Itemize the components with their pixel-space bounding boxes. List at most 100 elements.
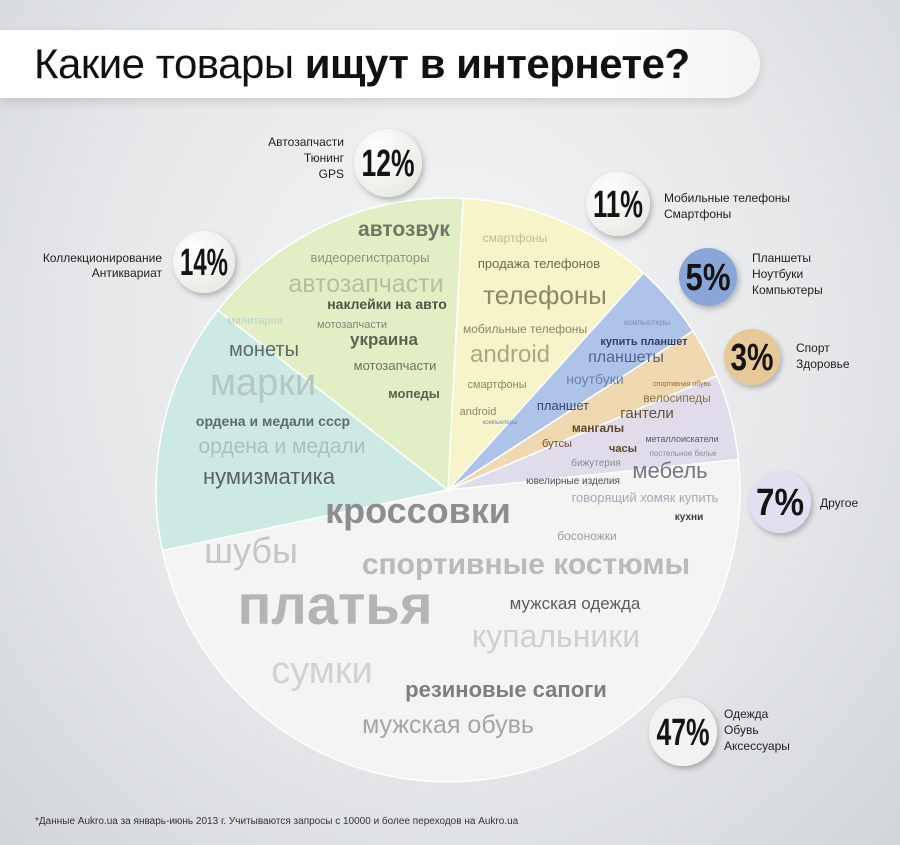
keyword-clothing: спортивные костюмы [362, 548, 690, 581]
keyword-other: постельное белье [650, 449, 717, 458]
title-banner [0, 30, 760, 98]
keyword-collectibles: ордена и медали ссср [196, 413, 350, 429]
keyword-sport: гантели [620, 405, 673, 422]
callout-label: Автозапчасти [268, 135, 344, 149]
callout-bubble [649, 698, 717, 766]
keyword-clothing: шубы [204, 530, 298, 571]
keyword-clothing: купальники [472, 618, 640, 654]
keyword-auto: автозвук [358, 218, 450, 241]
keyword-other: металлоискатели [645, 434, 718, 444]
keyword-collectibles: марки [210, 362, 316, 404]
pie-slice-phones [447, 197, 645, 493]
keyword-phones: android [460, 406, 497, 418]
callout-label: Тюнинг [304, 151, 345, 165]
keyword-tablets: купить планшет [600, 336, 688, 348]
keyword-clothing: мужская одежда [510, 594, 641, 613]
callout-bubble [586, 172, 650, 236]
callout-bubble [354, 129, 422, 197]
pie-slices [155, 197, 741, 783]
keyword-sport: спортивная обувь [653, 380, 711, 388]
keyword-phones: телефоны [483, 280, 607, 310]
callout-phones: 11% Мобильные телефоны Смартфоны [586, 172, 790, 236]
callout-label: Ноутбуки [752, 267, 803, 281]
callout-label: Спорт [796, 341, 830, 355]
pie-slice-auto [216, 197, 465, 492]
callout-label: Компьютеры [752, 283, 823, 297]
keyword-tablets: компьютеры [483, 420, 518, 426]
callout-label: Здоровье [796, 357, 850, 371]
keyword-sport: бутсы [542, 438, 572, 450]
percent-label: 3% [731, 337, 774, 379]
keyword-collectibles: нумизматика [203, 464, 336, 489]
callout-bubble [173, 231, 235, 293]
keyword-phones: мобильные телефоны [463, 322, 587, 336]
keyword-phones: android [470, 341, 550, 368]
callout-bubble [749, 471, 811, 533]
callout-bubble [679, 248, 737, 306]
callout-clothing: 47% Одежда Обувь Аксессуары [649, 698, 790, 766]
callout-other: 7% Другое [749, 471, 858, 533]
keyword-auto: наклейки на авто [327, 296, 447, 312]
keyword-phones: продажа телефонов [478, 256, 600, 271]
page-title: Какие товары ищут в интернете? [34, 40, 690, 88]
pie-slice-collectibles [155, 309, 450, 552]
percent-label: 47% [657, 712, 710, 754]
callout-bubble [724, 329, 780, 385]
keyword-auto: мотозапчасти [317, 319, 387, 331]
keyword-phones: смартфоны [483, 231, 548, 245]
keyword-collectibles: ордена и медали [198, 435, 365, 458]
callout-label: Аксессуары [724, 739, 790, 753]
title-bold: ищут в интернете? [304, 40, 690, 87]
keyword-auto: видеорегистраторы [311, 250, 430, 265]
keyword-clothing: босоножки [557, 529, 617, 543]
keyword-other: говорящий хомяк купить [572, 490, 719, 505]
callout-label: Планшеты [752, 251, 811, 265]
keyword-sport: часы [609, 443, 637, 455]
keyword-sport: мангалы [572, 421, 624, 435]
callout-label: Одежда [724, 707, 769, 721]
callout-label: Антиквариат [92, 266, 163, 280]
keyword-tablets: компьютеры [624, 318, 670, 327]
callout-label: Мобильные телефоны [664, 191, 790, 205]
footnote: *Данные Aukro.ua за январь-июнь 2013 г. … [35, 816, 519, 827]
callout-label: Коллекционирование [43, 251, 163, 265]
keyword-other: мебель [632, 458, 707, 483]
keyword-other: кухни [675, 512, 703, 523]
percent-label: 7% [756, 482, 804, 524]
keyword-clothing: платья [237, 573, 432, 636]
keyword-auto: мопеды [388, 386, 440, 401]
keyword-sport: велосипеды [643, 391, 711, 405]
title-light: Какие товары [34, 40, 305, 87]
callout-label: Смартфоны [664, 207, 731, 221]
callout-sport: 3% Спорт Здоровье [724, 329, 850, 385]
keyword-auto: мотозапчасти [354, 358, 437, 373]
percent-label: 5% [686, 257, 731, 299]
percent-label: 12% [362, 143, 415, 185]
keyword-auto: автозапчасти [288, 270, 443, 298]
keyword-phones: смартфоны [467, 379, 526, 391]
keyword-clothing: сумки [271, 650, 373, 692]
callout-tablets: 5% Планшеты Ноутбуки Компьютеры [679, 248, 823, 306]
callout-label: Другое [820, 496, 858, 510]
keyword-tablets: ноутбуки [566, 371, 623, 387]
callout-label: GPS [319, 167, 344, 181]
keyword-other: бижутерия [571, 457, 621, 469]
keyword-clothing: резиновые сапоги [405, 677, 607, 702]
keyword-other: ювелирные изделия [526, 476, 620, 487]
callout-auto: 12% Автозапчасти Тюнинг GPS [268, 129, 422, 197]
keyword-clothing: кроссовки [325, 490, 511, 531]
keyword-tablets: планшет [537, 398, 589, 413]
keyword-clothing: мужская обувь [362, 711, 534, 739]
percent-label: 14% [180, 242, 228, 284]
keyword-auto: украина [350, 330, 419, 349]
pie-slice-clothing [161, 458, 741, 783]
keyword-tablets: планшеты [588, 349, 664, 366]
keyword-collectibles: милитария [227, 315, 283, 327]
callout-label: Обувь [724, 723, 759, 737]
percent-label: 11% [593, 184, 643, 226]
keyword-collectibles: монеты [229, 339, 299, 361]
